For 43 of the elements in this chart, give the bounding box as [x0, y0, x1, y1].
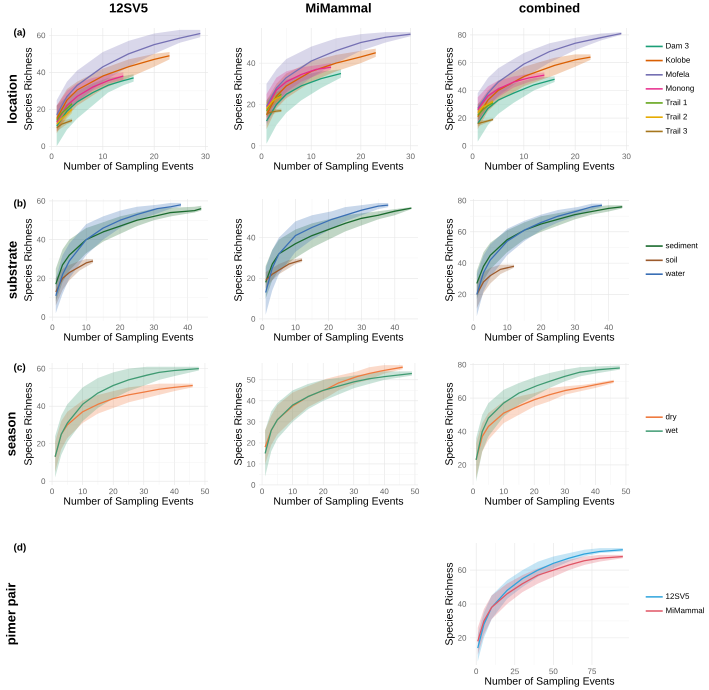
y-axis-title: Species Richness	[234, 48, 244, 130]
x-axis-title: Number of Sampling Events	[274, 333, 404, 343]
y-axis-title: Species Richness	[24, 382, 34, 466]
line-series	[264, 372, 413, 454]
line-series	[475, 380, 614, 461]
y-axis-title: Species Richness	[234, 382, 244, 466]
x-axis-title: Number of Sampling Events	[64, 162, 194, 172]
y-axis-title: Species Richness	[445, 218, 455, 302]
line-series	[55, 208, 202, 285]
text: season	[8, 412, 16, 456]
y-axis-title: Species Richness	[445, 48, 455, 130]
y-axis-title: Species Richness	[445, 562, 455, 646]
text: (c)	[14, 363, 26, 373]
line-series	[55, 260, 94, 293]
x-axis-title: Number of Sampling Events	[64, 497, 194, 507]
chart-title: combined	[519, 3, 580, 13]
line-series	[475, 367, 620, 461]
line-series	[476, 204, 603, 296]
text: pimer pair	[6, 582, 18, 644]
line-series	[54, 368, 200, 458]
y-axis-title: Species Richness	[24, 218, 34, 302]
line-series	[264, 204, 389, 294]
line-series	[266, 72, 342, 122]
x-axis-title: Number of Sampling Events	[274, 162, 404, 172]
line-series	[55, 204, 182, 296]
text: substrate	[7, 241, 17, 299]
line-series	[476, 266, 515, 296]
text: (a)	[14, 28, 26, 38]
x-axis-title: Number of Sampling Events	[485, 162, 614, 172]
y-axis-title: Species Richness	[234, 218, 244, 302]
chart-title: MiMammal	[306, 2, 371, 13]
text: (d)	[14, 543, 26, 553]
x-axis-title: Number of Sampling Events	[274, 497, 404, 507]
text: location	[7, 74, 17, 123]
x-axis-title: Number of Sampling Events	[64, 333, 194, 343]
x-axis-title: Number of Sampling Events	[485, 333, 614, 343]
text: (b)	[14, 199, 26, 209]
y-axis-title: Species Richness	[445, 382, 455, 466]
line-series	[266, 52, 376, 116]
x-axis-title: Number of Sampling Events	[485, 677, 614, 687]
chart-title: 12SV5	[110, 3, 148, 13]
y-axis-title: Species Richness	[24, 48, 34, 130]
x-axis-title: Number of Sampling Events	[485, 497, 614, 507]
